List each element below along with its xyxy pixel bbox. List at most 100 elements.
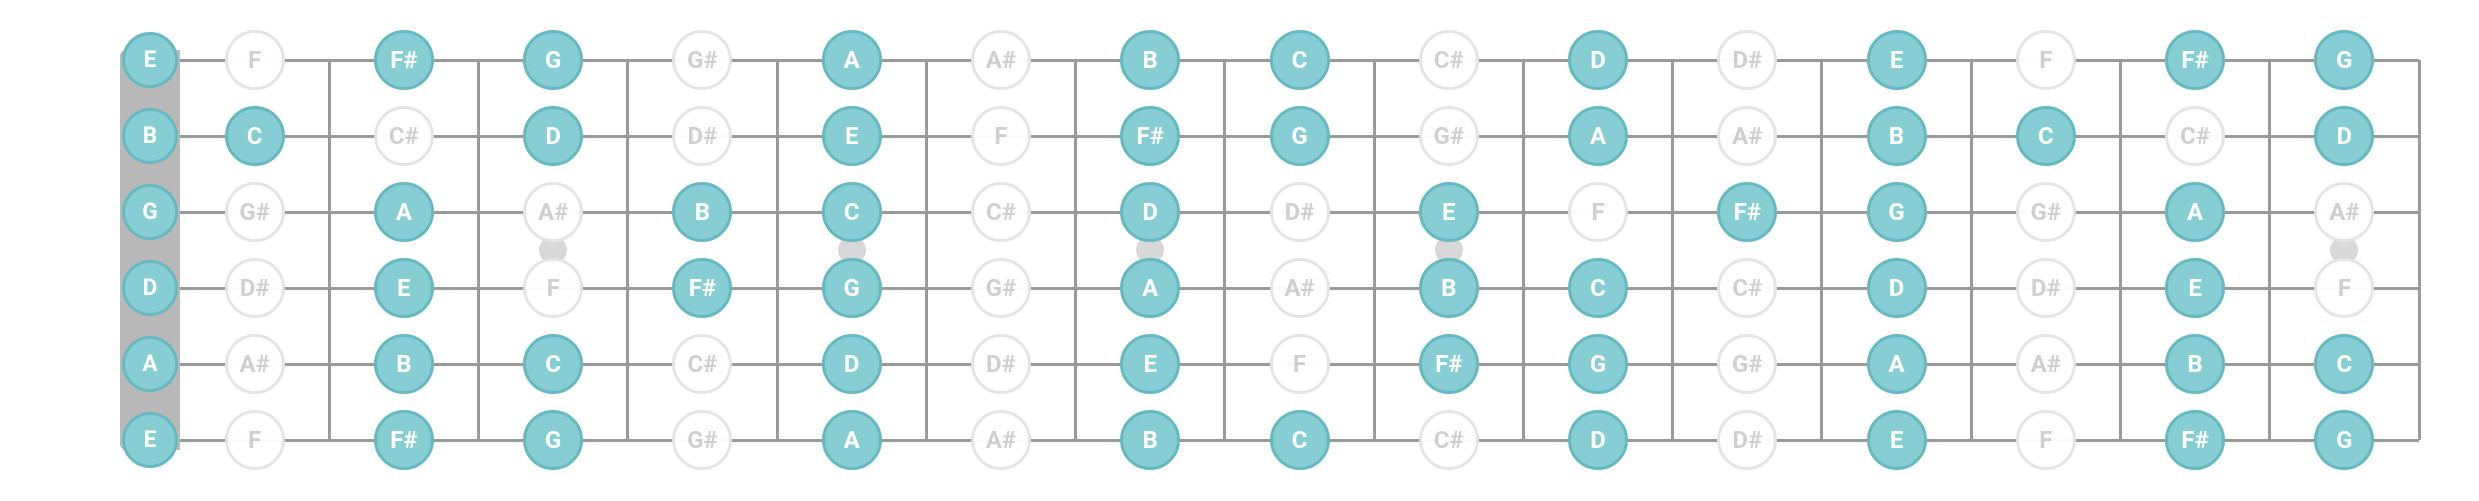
note-label: A#	[538, 200, 568, 224]
scale-note: C	[1270, 30, 1330, 90]
non-scale-note: A#	[1270, 258, 1330, 318]
non-scale-note: G#	[2016, 182, 2076, 242]
note-label: G#	[2031, 200, 2062, 224]
note-label: C#	[1732, 276, 1762, 300]
note-label: C#	[1434, 428, 1464, 452]
fret-line	[1522, 60, 1525, 440]
note-label: D#	[1285, 200, 1315, 224]
note-label: G	[2336, 48, 2352, 72]
non-scale-note: G#	[1419, 106, 1479, 166]
note-label: B	[1143, 48, 1158, 72]
scale-note: E	[1419, 182, 1479, 242]
scale-note: E	[1867, 410, 1927, 470]
note-label: G	[545, 428, 561, 452]
note-label: F	[994, 124, 1007, 148]
note-label: F	[1293, 352, 1306, 376]
note-label: D	[1889, 276, 1905, 300]
non-scale-note: C#	[1419, 30, 1479, 90]
open-string-note: B	[122, 108, 178, 164]
note-label: G	[1888, 200, 1904, 224]
note-label: G#	[239, 200, 270, 224]
note-label: F#	[2181, 428, 2208, 452]
note-label: G#	[687, 428, 718, 452]
fret-line	[776, 60, 779, 440]
note-label: C	[2038, 124, 2054, 148]
note-label: D#	[688, 124, 718, 148]
note-label: D#	[240, 276, 270, 300]
non-scale-note: F	[1270, 334, 1330, 394]
scale-note: B	[374, 334, 434, 394]
scale-note: E	[822, 106, 882, 166]
note-label: C	[247, 124, 263, 148]
note-label: F	[2338, 276, 2351, 300]
scale-note: A	[374, 182, 434, 242]
scale-note: D	[1568, 30, 1628, 90]
non-scale-note: A#	[2314, 182, 2374, 242]
fret-line	[1074, 60, 1077, 440]
note-label: A	[396, 200, 412, 224]
note-label: A	[1590, 124, 1606, 148]
open-string-label: E	[144, 49, 157, 72]
fret-line	[1970, 60, 1973, 440]
open-string-label: B	[143, 125, 157, 148]
scale-note: D	[523, 106, 583, 166]
note-label: A#	[2329, 200, 2359, 224]
scale-note: F#	[1120, 106, 1180, 166]
non-scale-note: A#	[225, 334, 285, 394]
non-scale-note: G#	[672, 410, 732, 470]
scale-note: B	[1867, 106, 1927, 166]
note-label: F#	[1435, 352, 1462, 376]
non-scale-note: C#	[2165, 106, 2225, 166]
note-label: B	[695, 200, 710, 224]
scale-note: F#	[374, 410, 434, 470]
note-label: C	[1292, 428, 1308, 452]
scale-note: C	[225, 106, 285, 166]
open-string-label: E	[144, 429, 157, 452]
scale-note: B	[1419, 258, 1479, 318]
note-label: A	[844, 48, 860, 72]
scale-note: D	[1120, 182, 1180, 242]
note-label: F#	[1137, 124, 1164, 148]
note-label: C#	[986, 200, 1016, 224]
scale-note: G	[1270, 106, 1330, 166]
scale-note: D	[1867, 258, 1927, 318]
note-label: D#	[986, 352, 1016, 376]
note-label: C	[545, 352, 561, 376]
open-string-label: G	[142, 201, 157, 224]
scale-note: G	[523, 410, 583, 470]
non-scale-note: G#	[225, 182, 285, 242]
scale-note: E	[1867, 30, 1927, 90]
fret-line	[1820, 60, 1823, 440]
non-scale-note: A#	[971, 410, 1031, 470]
scale-note: B	[1120, 410, 1180, 470]
scale-note: C	[1270, 410, 1330, 470]
non-scale-note: D#	[1270, 182, 1330, 242]
open-string-note: E	[122, 32, 178, 88]
scale-note: A	[1568, 106, 1628, 166]
scale-note: C	[2016, 106, 2076, 166]
note-label: E	[1143, 352, 1157, 376]
fret-line	[2119, 60, 2122, 440]
note-label: B	[396, 352, 411, 376]
note-label: D	[545, 124, 561, 148]
non-scale-note: F	[2314, 258, 2374, 318]
non-scale-note: F	[523, 258, 583, 318]
non-scale-note: C#	[1419, 410, 1479, 470]
scale-note: G	[822, 258, 882, 318]
non-scale-note: A#	[523, 182, 583, 242]
note-label: C	[844, 200, 860, 224]
note-label: D	[1590, 48, 1606, 72]
non-scale-note: F	[225, 30, 285, 90]
note-label: D#	[1732, 48, 1762, 72]
note-label: E	[2188, 276, 2202, 300]
non-scale-note: A#	[971, 30, 1031, 90]
scale-note: A	[822, 30, 882, 90]
scale-note: C	[1568, 258, 1628, 318]
note-label: A#	[239, 352, 269, 376]
note-label: E	[845, 124, 859, 148]
note-label: C#	[687, 352, 717, 376]
scale-note: F#	[2165, 410, 2225, 470]
note-label: A#	[1284, 276, 1314, 300]
note-label: E	[397, 276, 411, 300]
open-string-label: A	[142, 353, 157, 376]
